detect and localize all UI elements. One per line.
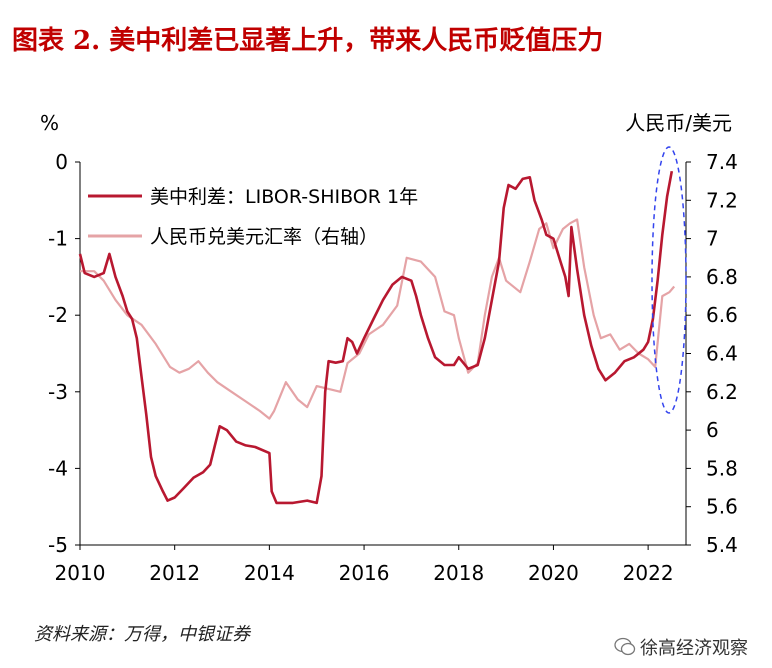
x-tick-label: 2014 xyxy=(244,561,295,585)
series-fx-line xyxy=(80,218,676,420)
legend: 美中利差：LIBOR-SHIBOR 1年 人民币兑美元汇率（右轴） xyxy=(88,186,418,248)
highlight-ellipse xyxy=(651,146,687,414)
right-axis-unit: 人民币/美元 xyxy=(625,111,732,135)
watermark-text: 徐高经济观察 xyxy=(640,638,748,659)
x-tick-label: 2022 xyxy=(623,561,674,585)
right-tick-label: 7.2 xyxy=(706,188,738,212)
x-tick-label: 2018 xyxy=(433,561,484,585)
left-tick-label: -5 xyxy=(48,533,68,557)
x-tick-label: 2010 xyxy=(55,561,106,585)
x-tick-label: 2020 xyxy=(528,561,579,585)
right-tick-label: 6.4 xyxy=(706,342,738,366)
legend-label-fx: 人民币兑美元汇率（右轴） xyxy=(150,226,378,248)
axes: 0 -1 -2 -3 -4 -5 7.4 7.2 7 6.8 6.6 6.4 6.2 6 5.8 5.6 5.4… xyxy=(48,150,738,585)
left-tick-label: 0 xyxy=(55,150,68,174)
right-tick-label: 7.4 xyxy=(706,150,738,174)
left-tick-label: -4 xyxy=(48,456,68,480)
right-tick-label: 7 xyxy=(706,227,719,251)
x-tick-label: 2012 xyxy=(149,561,200,585)
x-tick-label: 2016 xyxy=(339,561,390,585)
right-tick-label: 6 xyxy=(706,418,719,442)
right-tick-label: 5.6 xyxy=(706,495,738,519)
wechat-icon xyxy=(614,637,636,656)
right-tick-label: 6.8 xyxy=(706,265,738,289)
series-layer xyxy=(78,170,676,505)
left-axis-unit: % xyxy=(40,111,59,135)
left-tick-label: -1 xyxy=(48,227,68,251)
right-tick-label: 6.6 xyxy=(706,303,738,327)
right-tick-label: 5.8 xyxy=(706,456,738,480)
right-tick-label: 5.4 xyxy=(706,533,738,557)
left-tick-label: -2 xyxy=(48,303,68,327)
series-spread-line xyxy=(78,170,674,505)
left-tick-label: -3 xyxy=(48,380,68,404)
legend-label-spread: 美中利差：LIBOR-SHIBOR 1年 xyxy=(150,186,418,208)
watermark: 徐高经济观察 xyxy=(614,634,748,660)
source-note: 资料来源：万得，中银证券 xyxy=(34,624,250,645)
figure-title: 图表 2. 美中利差已显著上升，带来人民币贬值压力 xyxy=(12,26,604,56)
right-tick-label: 6.2 xyxy=(706,380,738,404)
